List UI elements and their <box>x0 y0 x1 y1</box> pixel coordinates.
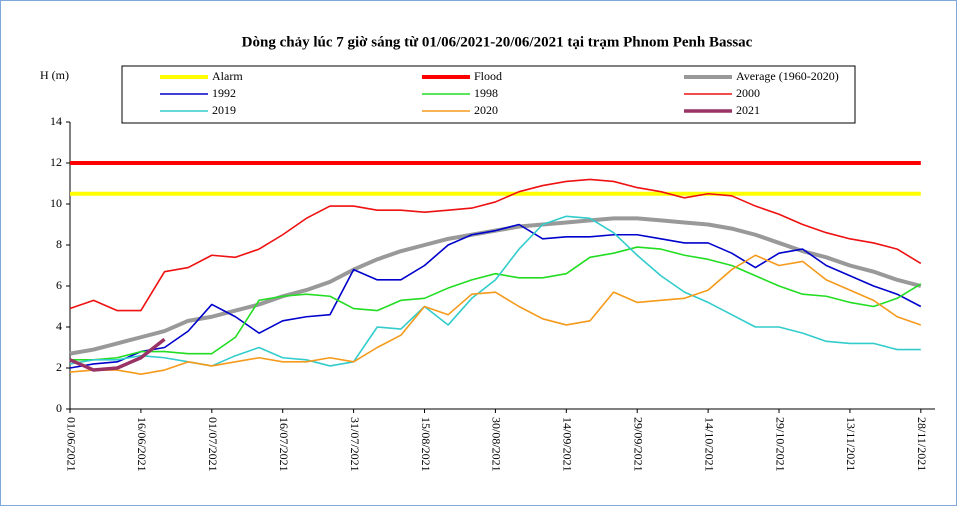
series-line <box>70 246 922 361</box>
y-tick-label: 14 <box>50 114 62 128</box>
x-tick-label: 14/10/2021 <box>702 417 716 472</box>
legend-label: 2021 <box>736 103 760 117</box>
x-tick-label: 14/09/2021 <box>561 417 575 472</box>
x-tick-label: 15/08/2021 <box>419 417 433 472</box>
y-axis-label: H (m) <box>40 68 69 82</box>
x-tick-label: 16/07/2021 <box>277 417 291 472</box>
legend-label: 1992 <box>212 86 236 100</box>
x-tick-label: 29/10/2021 <box>773 417 787 472</box>
x-tick-label: 28/11/2021 <box>915 417 929 471</box>
x-tick-label: 31/07/2021 <box>348 417 362 472</box>
chart-title: Dòng chảy lúc 7 giờ sáng từ 01/06/2021-2… <box>242 34 753 50</box>
legend-label: 2000 <box>736 86 760 100</box>
y-tick-label: 12 <box>50 155 62 169</box>
x-tick-label: 01/07/2021 <box>206 417 220 472</box>
legend-label: 2020 <box>474 103 498 117</box>
y-tick-label: 0 <box>56 401 62 415</box>
legend-label: Flood <box>474 69 502 83</box>
y-tick-label: 4 <box>56 319 62 333</box>
legend-label: Alarm <box>212 69 243 83</box>
series-line <box>69 223 922 369</box>
y-tick-label: 8 <box>56 237 62 251</box>
legend <box>121 65 856 124</box>
legend-label: Average (1960-2020) <box>736 69 839 83</box>
x-tick-label: 29/09/2021 <box>631 417 645 472</box>
y-tick-label: 2 <box>56 360 62 374</box>
legend-label: 2019 <box>212 103 236 117</box>
x-tick-label: 01/06/2021 <box>64 417 78 472</box>
series-line <box>69 178 922 312</box>
y-tick-label: 10 <box>50 196 62 210</box>
x-tick-label: 16/06/2021 <box>135 417 149 472</box>
y-tick-label: 6 <box>56 278 62 292</box>
x-tick-label: 30/08/2021 <box>490 417 504 472</box>
legend-label: 1998 <box>474 86 498 100</box>
series-line <box>69 337 166 372</box>
series-line <box>69 254 922 375</box>
x-tick-label: 13/11/2021 <box>844 417 858 471</box>
